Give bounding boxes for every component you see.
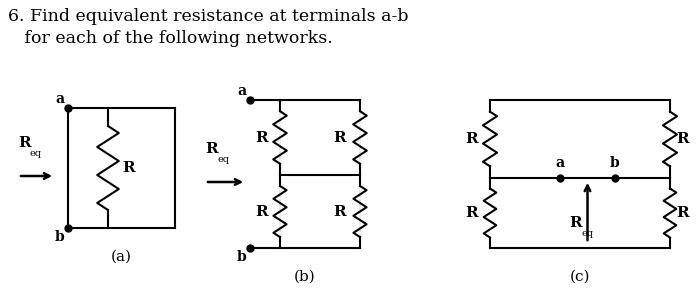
Text: b: b [610,156,620,170]
Text: R: R [256,205,268,219]
Text: eq: eq [29,149,41,158]
Text: R: R [333,130,346,144]
Text: (a): (a) [111,250,132,264]
Text: R: R [466,132,478,146]
Text: (b): (b) [294,270,316,284]
Text: eq: eq [217,155,229,164]
Text: 6. Find equivalent resistance at terminals a-b: 6. Find equivalent resistance at termina… [8,8,409,25]
Text: eq: eq [582,229,594,238]
Text: a: a [237,84,246,98]
Text: R: R [122,161,134,175]
Text: R: R [466,206,478,220]
Text: R: R [333,205,346,219]
Text: R: R [676,132,689,146]
Text: for each of the following networks.: for each of the following networks. [8,30,332,47]
Text: R: R [676,206,689,220]
Text: R: R [18,136,31,150]
Text: a: a [55,92,64,106]
Text: R: R [205,142,218,156]
Text: R: R [256,130,268,144]
Text: b: b [237,250,246,264]
Text: R: R [570,216,582,230]
Text: a: a [555,156,565,170]
Text: (c): (c) [570,270,590,284]
Text: b: b [55,230,64,244]
